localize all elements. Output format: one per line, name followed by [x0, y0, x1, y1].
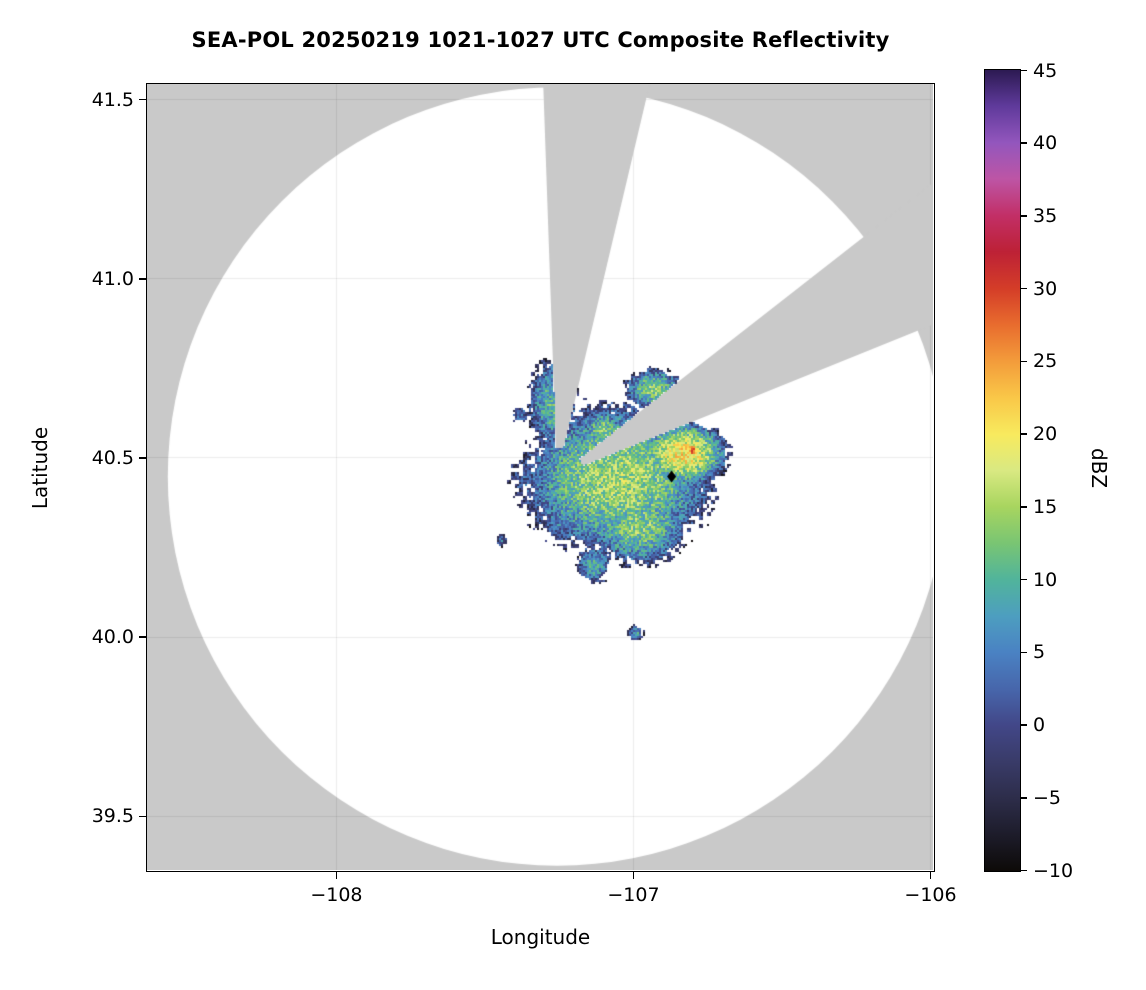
colorbar-tick-label: 35	[1033, 204, 1058, 227]
colorbar-tick-mark	[1021, 215, 1027, 217]
y-tick-label: 40.0	[91, 626, 134, 649]
y-tick-mark	[139, 98, 146, 101]
x-tick-label: −106	[904, 884, 957, 906]
x-tick-mark	[632, 872, 635, 879]
colorbar-gradient	[985, 70, 1020, 871]
colorbar-tick-label: −10	[1033, 859, 1074, 882]
y-tick-label: 41.0	[91, 267, 134, 290]
colorbar-tick-label: 20	[1033, 423, 1058, 446]
colorbar-tick-mark	[1021, 142, 1027, 144]
colorbar-tick-mark	[1021, 724, 1027, 726]
y-tick-label: 40.5	[91, 446, 134, 469]
radar-reflectivity-canvas	[147, 84, 933, 870]
colorbar-tick-label: −5	[1033, 786, 1062, 809]
x-tick-label: −107	[607, 884, 660, 906]
x-tick-mark	[929, 872, 932, 879]
colorbar-tick-mark	[1021, 287, 1027, 290]
colorbar-tick-mark	[1021, 797, 1027, 799]
y-tick-mark	[139, 278, 146, 280]
colorbar	[984, 69, 1021, 872]
colorbar-tick-mark	[1021, 869, 1027, 872]
colorbar-tick-label: 5	[1033, 641, 1046, 664]
y-tick-label: 41.5	[91, 88, 134, 111]
y-tick-mark	[139, 457, 146, 459]
y-tick-mark	[139, 815, 146, 818]
y-tick-label: 39.5	[91, 805, 134, 828]
x-tick-label: −108	[310, 884, 363, 906]
colorbar-tick-label: 15	[1033, 495, 1058, 518]
colorbar-tick-mark	[1021, 578, 1027, 581]
plot-title: SEA-POL 20250219 1021-1027 UTC Composite…	[191, 28, 890, 52]
colorbar-tick-label: 0	[1033, 714, 1046, 737]
colorbar-tick-label: 40	[1033, 132, 1058, 155]
y-tick-mark	[139, 636, 146, 638]
colorbar-tick-label: 25	[1033, 350, 1058, 373]
colorbar-tick-mark	[1021, 506, 1027, 508]
colorbar-tick-mark	[1021, 651, 1027, 654]
x-axis-label: Longitude	[490, 925, 591, 949]
colorbar-tick-mark	[1021, 433, 1027, 435]
colorbar-tick-label: 30	[1033, 277, 1058, 300]
x-tick-mark	[335, 872, 338, 879]
colorbar-tick-label: 45	[1033, 59, 1058, 82]
colorbar-tick-label: 10	[1033, 568, 1058, 591]
map-plot-frame	[146, 83, 935, 872]
colorbar-tick-mark	[1021, 360, 1027, 363]
colorbar-tick-mark	[1021, 69, 1027, 72]
